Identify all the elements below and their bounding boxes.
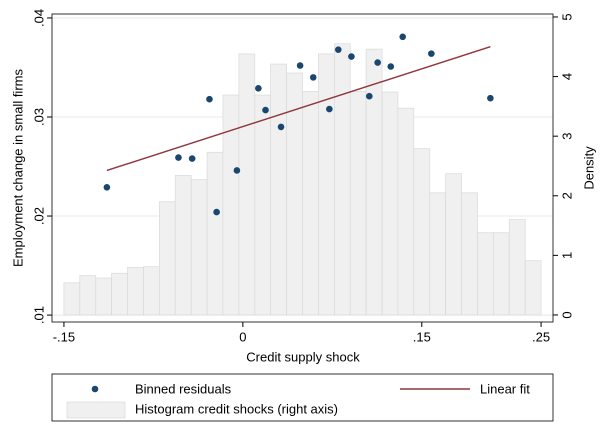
histogram-bar	[365, 48, 383, 316]
scatter-point	[487, 94, 494, 102]
scatter-point	[374, 59, 381, 66]
scatter-point	[399, 33, 407, 41]
legend-box	[51, 373, 554, 422]
y-tick-label: .01	[31, 306, 46, 324]
histogram-bar	[174, 175, 192, 316]
histogram-bar	[461, 192, 478, 316]
x-axis-title: Credit supply shock	[246, 349, 360, 364]
scatter-point	[348, 53, 355, 60]
scatter-point	[188, 155, 196, 162]
x-tick-label: 0	[239, 329, 246, 344]
scatter-point	[213, 208, 220, 216]
scatter-point	[103, 184, 111, 191]
histogram-bar	[143, 266, 160, 316]
scatter-point	[277, 123, 285, 131]
histogram-bar	[349, 91, 367, 316]
y-axis-title: Employment change in small firms	[10, 69, 25, 267]
histogram-bar	[190, 179, 208, 316]
histogram-bar	[127, 266, 144, 316]
scatter-point	[206, 95, 213, 103]
y2-tick-label: 2	[559, 192, 574, 199]
y-tick-label: .04	[31, 9, 46, 27]
histogram-bar	[333, 43, 351, 316]
fit-line	[106, 46, 491, 172]
x-tick-label: .15	[413, 329, 431, 344]
histogram-bar	[445, 173, 462, 316]
y2-tick-label: 3	[559, 133, 574, 140]
scatter-point	[387, 63, 395, 70]
legend-label: Binned residuals	[135, 381, 232, 396]
histogram-bar	[397, 107, 415, 316]
histogram-bar	[381, 91, 399, 316]
scatter-point	[255, 84, 262, 92]
legend-label: Histogram credit shocks (right axis)	[135, 401, 338, 416]
legend-label: Linear fit	[480, 381, 530, 396]
plot-frame	[51, 13, 554, 323]
scatter-point	[334, 46, 342, 53]
histogram-bar	[95, 277, 112, 316]
scatter-point	[366, 92, 373, 100]
y2-tick-label: 5	[559, 13, 574, 20]
histogram-bar	[508, 219, 526, 316]
histogram-bar	[524, 260, 542, 316]
histogram-bar	[493, 232, 510, 316]
y2-tick-label: 4	[559, 73, 574, 80]
y-tick-label: .02	[31, 207, 46, 225]
histogram-bar	[63, 282, 81, 316]
scatter-point	[428, 50, 435, 57]
x-tick-label: .25	[532, 329, 550, 344]
scatter-point	[296, 62, 304, 69]
histogram-bar	[318, 53, 335, 316]
histogram-bar	[79, 275, 97, 316]
legend-marker	[91, 385, 99, 393]
histogram-bar	[270, 63, 287, 316]
x-tick-label: -.15	[53, 329, 75, 344]
y2-tick-label: 1	[559, 252, 574, 259]
y-tick-label: .03	[31, 108, 46, 126]
scatter-point	[262, 106, 269, 114]
legend-swatch	[66, 401, 126, 419]
histogram-bar	[413, 148, 431, 316]
histogram-bar	[159, 201, 176, 316]
histogram-bar	[206, 151, 224, 316]
histogram-bar	[254, 94, 272, 316]
histogram-bar	[477, 232, 494, 316]
histogram-bar	[302, 91, 319, 316]
y2-tick-label: 0	[559, 311, 574, 318]
scatter-point	[175, 154, 182, 161]
histogram-bar	[429, 192, 446, 316]
y2-axis-title: Density	[581, 146, 596, 190]
scatter-point	[326, 105, 333, 113]
histogram-bar	[111, 272, 128, 316]
scatter-point	[309, 74, 317, 81]
histogram-bar	[238, 53, 256, 316]
scatter-point	[233, 167, 241, 174]
